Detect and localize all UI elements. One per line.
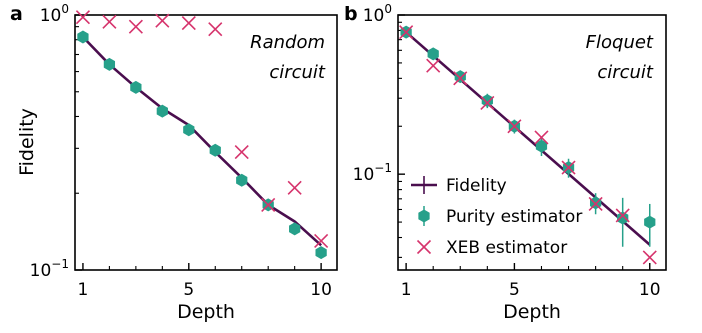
annotation-line-1: Random (250, 32, 325, 53)
x-axis-label: Depth (177, 301, 235, 323)
plot-frame (74, 14, 338, 271)
purity-point (427, 47, 439, 61)
xeb-point (287, 180, 302, 195)
legend-label: Fidelity (446, 176, 507, 196)
x-tick-label: 5 (509, 280, 520, 300)
purity-point (156, 104, 168, 118)
purity-point (103, 57, 116, 71)
legend-xeb-swatch (416, 239, 432, 255)
legend-entry: Fidelity (411, 176, 507, 196)
panel-letter: a (10, 3, 23, 25)
annotation-line-2: circuit (269, 62, 326, 83)
legend-xeb-swatch-stroke-2 (416, 239, 432, 255)
y-axis-label: Fidelity (16, 108, 38, 176)
xeb-point-stroke-2 (642, 250, 657, 265)
plot-frame (397, 14, 667, 271)
xeb-point (102, 14, 117, 29)
xeb-point-stroke-2 (287, 180, 302, 195)
purity-point (130, 80, 142, 94)
purity-point (236, 173, 248, 187)
xeb-point-stroke-2 (181, 15, 196, 31)
annotation-line-1: Floquet (586, 32, 654, 53)
purity-point (315, 246, 327, 260)
xeb-point-stroke-2 (314, 233, 329, 249)
xeb-point-stroke-2 (426, 58, 441, 73)
x-tick-label: 10 (310, 280, 332, 300)
y-tick-label: 100 (363, 2, 392, 26)
xeb-point (128, 19, 143, 34)
x-tick-label: 1 (401, 280, 412, 300)
xeb-point-stroke-2 (534, 130, 549, 145)
legend-label: XEB estimator (446, 238, 567, 258)
y-tick-label: 10−1 (353, 161, 392, 185)
xeb-point-stroke-2 (561, 160, 576, 175)
panel-b: b Floquet circuit 1 5 10 100 10−1 Depth Fidelity P… (344, 2, 667, 323)
x-tick-label: 5 (183, 280, 194, 300)
xeb-point (75, 10, 91, 25)
purity-point (77, 30, 89, 44)
purity-point (289, 222, 301, 236)
panel-letter: b (344, 3, 358, 25)
legend-purity-swatch (418, 209, 430, 223)
xeb-point-stroke-2 (588, 196, 603, 212)
legend: Fidelity Purity estimator XEB estimator (411, 176, 582, 258)
xeb-point-stroke-2 (102, 14, 117, 29)
fidelity-line (405, 31, 651, 246)
legend-entry: Purity estimator (418, 206, 582, 227)
purity-point (183, 123, 195, 137)
xeb-point (399, 25, 414, 40)
xeb-point (314, 233, 329, 249)
xeb-point-stroke-2 (208, 22, 223, 37)
xeb-point (642, 250, 657, 265)
xeb-point-stroke-2 (128, 19, 143, 34)
purity-point (454, 70, 466, 84)
xeb-point-stroke-2 (155, 13, 170, 28)
x-tick-label: 10 (639, 280, 661, 300)
annotation-line-2: circuit (597, 62, 654, 83)
xeb-point-stroke-2 (507, 119, 522, 134)
y-tick-label: 100 (40, 2, 69, 26)
xeb-point-stroke-2 (234, 145, 249, 160)
legend-label: Purity estimator (446, 207, 582, 227)
purity-point (209, 143, 221, 157)
y-tick-label: 10−1 (30, 257, 69, 281)
purity-point (481, 94, 493, 108)
legend-entry: XEB estimator (416, 238, 567, 258)
xeb-point (588, 196, 603, 212)
xeb-point-stroke-2 (75, 10, 91, 25)
xeb-point (426, 58, 441, 73)
xeb-point-stroke-2 (615, 208, 630, 223)
xeb-point-stroke-2 (480, 95, 495, 111)
x-axis-label: Depth (503, 301, 561, 323)
xeb-point-stroke-2 (261, 197, 276, 212)
xeb-point (234, 145, 249, 160)
fidelity-line (82, 36, 322, 247)
x-tick-label: 1 (78, 280, 89, 300)
xeb-point (507, 119, 522, 134)
xeb-point (208, 22, 223, 37)
purity-point (644, 215, 656, 229)
xeb-point (181, 15, 196, 31)
purity-point (535, 139, 548, 153)
xeb-point-stroke-2 (399, 25, 414, 40)
xeb-point (534, 130, 549, 145)
xeb-point-stroke-2 (453, 71, 468, 86)
purity-point (617, 211, 629, 225)
xeb-point (615, 208, 630, 223)
xeb-point (155, 13, 170, 28)
panel-a: a Random circuit 1 5 10 100 10−1 Depth Fidelity (10, 2, 338, 323)
xeb-point (561, 160, 576, 175)
xeb-point (261, 197, 276, 212)
xeb-point (480, 95, 495, 111)
xeb-point (453, 71, 468, 86)
